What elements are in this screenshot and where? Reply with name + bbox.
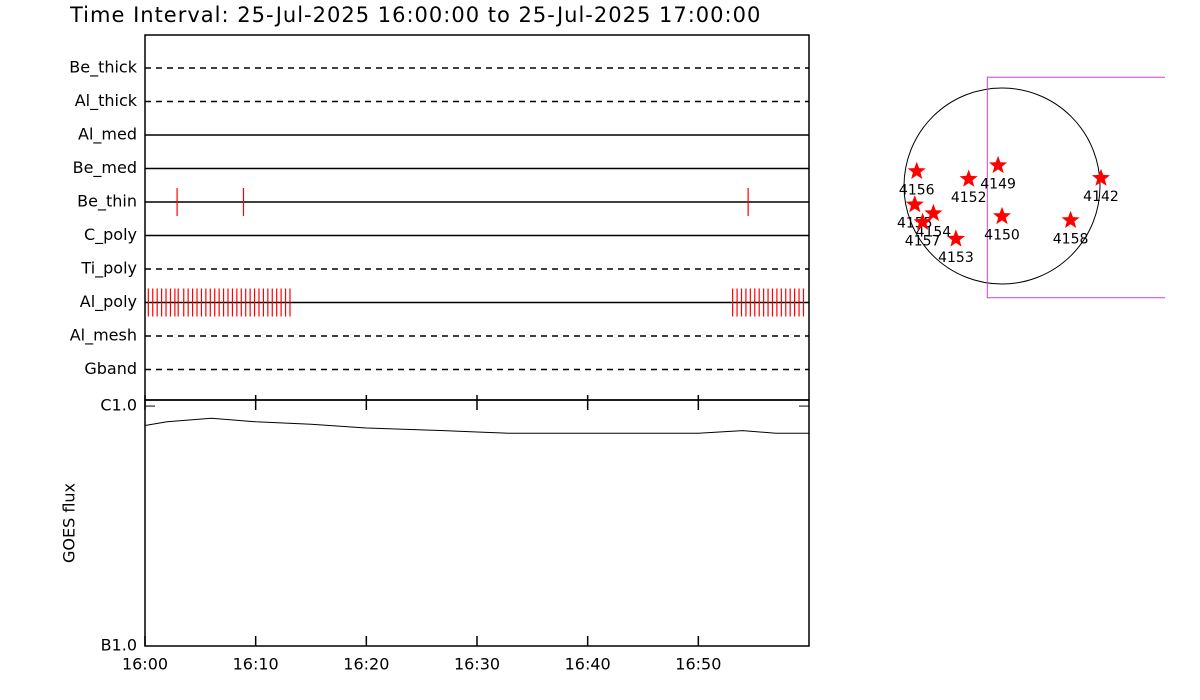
region-star bbox=[989, 155, 1008, 174]
region-star bbox=[907, 161, 926, 179]
x-tick-label: 16:00 bbox=[122, 655, 168, 674]
row-label: Al_med bbox=[78, 125, 137, 145]
region-label: 4142 bbox=[1083, 189, 1119, 205]
x-tick-label: 16:30 bbox=[454, 655, 500, 674]
region-label: 4158 bbox=[1053, 231, 1089, 247]
row-label: Al_thick bbox=[75, 91, 138, 111]
row-label: C_poly bbox=[84, 225, 137, 245]
row-label: Ti_poly bbox=[80, 259, 137, 279]
fov-box bbox=[986, 76, 1165, 299]
row-label: Al_poly bbox=[80, 292, 137, 312]
region-label: 4156 bbox=[899, 182, 935, 198]
region-label: 4153 bbox=[938, 250, 974, 266]
region-label: 4152 bbox=[951, 190, 987, 206]
row-label: Al_mesh bbox=[70, 326, 137, 346]
row-label: Be_thin bbox=[77, 192, 137, 212]
row-label: Be_med bbox=[73, 158, 137, 178]
goes-frame bbox=[144, 399, 810, 647]
chart-title: Time Interval: 25-Jul-2025 16:00:00 to 2… bbox=[69, 3, 761, 27]
x-tick-label: 16:10 bbox=[233, 655, 279, 674]
y-axis-label: GOES flux bbox=[60, 483, 79, 563]
region-label: 4154 bbox=[916, 224, 952, 240]
region-star bbox=[946, 229, 965, 247]
region-label: 4150 bbox=[984, 227, 1020, 243]
timeline-frame bbox=[144, 34, 810, 401]
region-star bbox=[905, 195, 924, 213]
x-tick-label: 16:40 bbox=[565, 655, 611, 674]
region-label: 4149 bbox=[980, 176, 1016, 192]
region-star bbox=[1091, 168, 1110, 186]
x-tick-label: 16:20 bbox=[343, 655, 389, 674]
region-star bbox=[924, 203, 943, 222]
solar-limb bbox=[903, 87, 1101, 285]
x-tick-label: 16:50 bbox=[675, 655, 721, 674]
region-star bbox=[959, 169, 978, 187]
region-star bbox=[913, 212, 932, 230]
row-label: Gband bbox=[84, 359, 137, 378]
region-star bbox=[993, 206, 1011, 225]
goes-curve bbox=[144, 417, 809, 434]
row-label: Be_thick bbox=[69, 58, 137, 78]
y-tick-label: C1.0 bbox=[100, 396, 137, 415]
region-label: 4157 bbox=[905, 233, 941, 249]
y-tick-label: B1.0 bbox=[101, 636, 137, 655]
region-star bbox=[1061, 210, 1080, 228]
